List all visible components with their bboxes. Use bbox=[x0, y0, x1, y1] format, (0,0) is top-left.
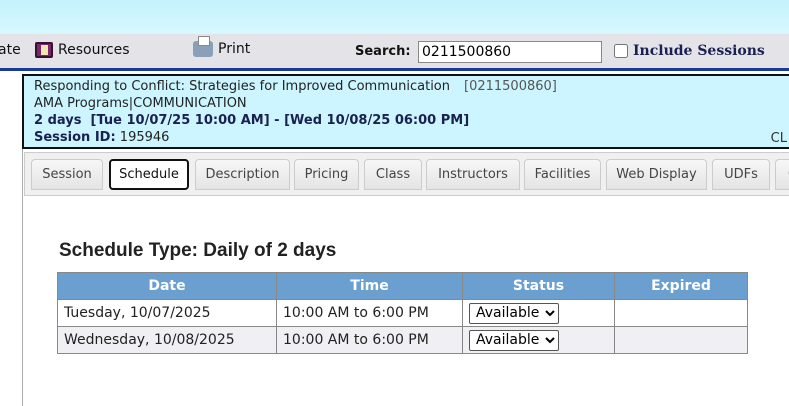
expired-cell bbox=[614, 299, 748, 327]
left-panel bbox=[0, 74, 23, 406]
include-sessions-label: Include Sessions bbox=[633, 43, 765, 59]
expired-cell bbox=[614, 326, 748, 354]
session-category: AMA Programs|COMMUNICATION bbox=[34, 96, 247, 111]
table-row: Wednesday, 10/08/2025 10:00 AM to 6:00 P… bbox=[57, 326, 748, 354]
session-status-partial: CL bbox=[770, 131, 787, 146]
session-info-panel: Responding to Conflict: Strategies for I… bbox=[22, 74, 789, 149]
status-cell: Available bbox=[462, 299, 615, 327]
status-cell: Available bbox=[462, 326, 615, 354]
print-button[interactable]: Print bbox=[193, 36, 251, 57]
tab-partial[interactable]: C bbox=[775, 159, 789, 190]
session-title: Responding to Conflict: Strategies for I… bbox=[34, 79, 450, 94]
session-id-label: Session ID: bbox=[34, 130, 116, 145]
time-cell: 10:00 AM to 6:00 PM bbox=[276, 299, 463, 327]
session-code: [0211500860] bbox=[464, 79, 557, 94]
table-row: Tuesday, 10/07/2025 10:00 AM to 6:00 PM … bbox=[57, 299, 748, 327]
top-banner bbox=[0, 0, 789, 34]
tab-instructors[interactable]: Instructors bbox=[426, 159, 520, 190]
date-cell: Tuesday, 10/07/2025 bbox=[57, 299, 277, 327]
resources-button[interactable]: Resources bbox=[35, 42, 130, 58]
schedule-type-title: Schedule Type: Daily of 2 days bbox=[59, 240, 337, 261]
tab-session[interactable]: Session bbox=[31, 159, 103, 190]
time-cell: 10:00 AM to 6:00 PM bbox=[276, 326, 463, 354]
toolbar: ate Resources Print Search: Include Sess… bbox=[0, 34, 789, 71]
tab-facilities[interactable]: Facilities bbox=[524, 159, 601, 190]
book-icon bbox=[35, 42, 53, 58]
tab-class[interactable]: Class bbox=[364, 159, 422, 190]
status-select[interactable]: Available bbox=[469, 302, 559, 324]
tab-description[interactable]: Description bbox=[195, 159, 290, 190]
resources-label: Resources bbox=[58, 42, 130, 58]
status-select[interactable]: Available bbox=[469, 329, 559, 351]
col-status: Status bbox=[462, 272, 615, 300]
col-expired: Expired bbox=[614, 272, 748, 300]
print-label: Print bbox=[218, 41, 251, 57]
include-sessions-checkbox[interactable]: Include Sessions bbox=[614, 43, 765, 59]
session-id: 195946 bbox=[119, 130, 170, 145]
tab-schedule[interactable]: Schedule bbox=[109, 159, 189, 190]
tab-web-display[interactable]: Web Display bbox=[606, 159, 707, 190]
tab-bar: Session Schedule Description Pricing Cla… bbox=[24, 152, 789, 196]
toolbar-item-partial[interactable]: ate bbox=[0, 42, 21, 58]
col-date: Date bbox=[57, 272, 277, 300]
tab-pricing[interactable]: Pricing bbox=[294, 159, 359, 190]
printer-icon bbox=[193, 36, 213, 57]
schedule-table: Date Time Status Expired Tuesday, 10/07/… bbox=[57, 272, 748, 354]
session-dates: 2 days [Tue 10/07/25 10:00 AM] - [Wed 10… bbox=[34, 113, 470, 128]
col-time: Time bbox=[276, 272, 463, 300]
search-label: Search: bbox=[355, 44, 411, 59]
include-sessions-check[interactable] bbox=[614, 44, 628, 58]
search-input[interactable] bbox=[418, 41, 602, 63]
tab-udfs[interactable]: UDFs bbox=[712, 159, 770, 190]
date-cell: Wednesday, 10/08/2025 bbox=[57, 326, 277, 354]
